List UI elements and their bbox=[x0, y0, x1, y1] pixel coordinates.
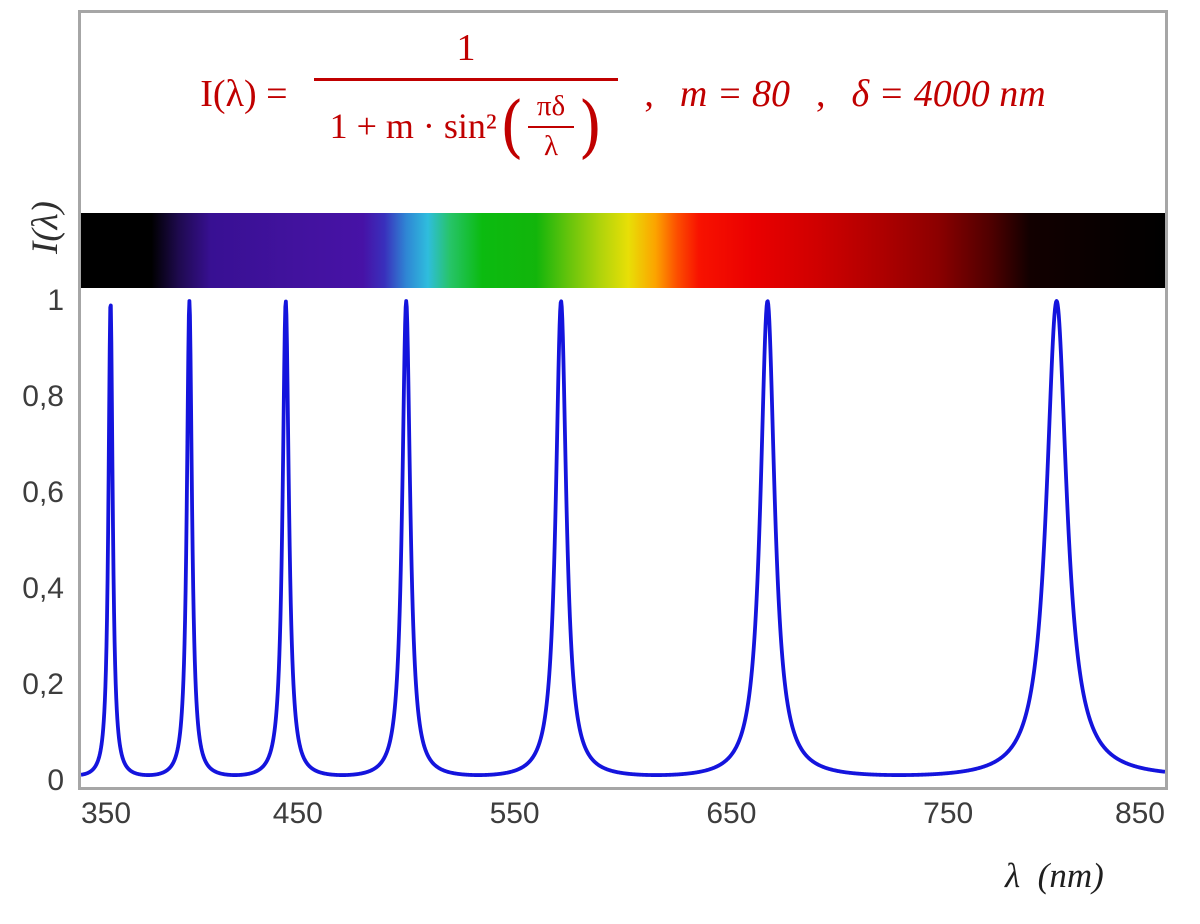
y-tick-label: 1 bbox=[47, 284, 64, 317]
y-tick-label: 0,6 bbox=[22, 476, 64, 509]
fraction-numerator: 1 bbox=[456, 27, 476, 69]
plot-frame: I(λ) = 1 1 + m · sin² ( πδ λ ) , m = 80 … bbox=[78, 10, 1168, 790]
y-tick-label: 0,4 bbox=[22, 572, 64, 605]
open-paren: ( bbox=[499, 86, 524, 166]
x-tick-label: 650 bbox=[706, 797, 757, 830]
formula-main-fraction: 1 1 + m · sin² ( πδ λ ) bbox=[313, 27, 619, 166]
inner-fraction-numerator: πδ bbox=[527, 90, 575, 129]
transmission-curve bbox=[81, 299, 1165, 777]
formula: I(λ) = 1 1 + m · sin² ( πδ λ ) , m = 80 … bbox=[81, 27, 1165, 163]
y-tick-label: 0 bbox=[47, 764, 64, 797]
fraction-denominator: 1 + m · sin² ( πδ λ ) bbox=[313, 77, 619, 166]
formula-param-delta: δ = 4000 nm bbox=[851, 73, 1046, 116]
close-paren: ) bbox=[578, 86, 603, 166]
x-axis-title: λ (nm) bbox=[1005, 856, 1104, 895]
x-tick-label: 750 bbox=[923, 797, 974, 830]
formula-lhs: I(λ) = bbox=[200, 73, 288, 116]
formula-comma: , bbox=[644, 73, 654, 116]
spectrum-bar bbox=[81, 213, 1165, 288]
x-tick-label: 350 bbox=[81, 797, 132, 830]
formula-param-m: m = 80 bbox=[679, 73, 790, 116]
x-tick-label: 450 bbox=[272, 797, 323, 830]
y-axis-ticks: 1 0,8 0,6 0,4 0,2 0 bbox=[0, 0, 66, 924]
x-axis-ticks: 350 450 550 650 750 850 bbox=[0, 797, 1200, 835]
y-tick-label: 0,2 bbox=[22, 668, 64, 701]
curve-plot bbox=[81, 299, 1165, 777]
inner-fraction-denominator: λ bbox=[544, 130, 559, 163]
y-tick-label: 0,8 bbox=[22, 380, 64, 413]
denominator-prefix: 1 + m · sin² bbox=[329, 105, 497, 146]
x-tick-label: 850 bbox=[1114, 797, 1165, 830]
y-axis-title: I(λ) bbox=[25, 201, 66, 254]
inner-fraction: πδ λ bbox=[527, 90, 575, 164]
formula-comma: , bbox=[816, 73, 826, 116]
x-tick-label: 550 bbox=[489, 797, 540, 830]
